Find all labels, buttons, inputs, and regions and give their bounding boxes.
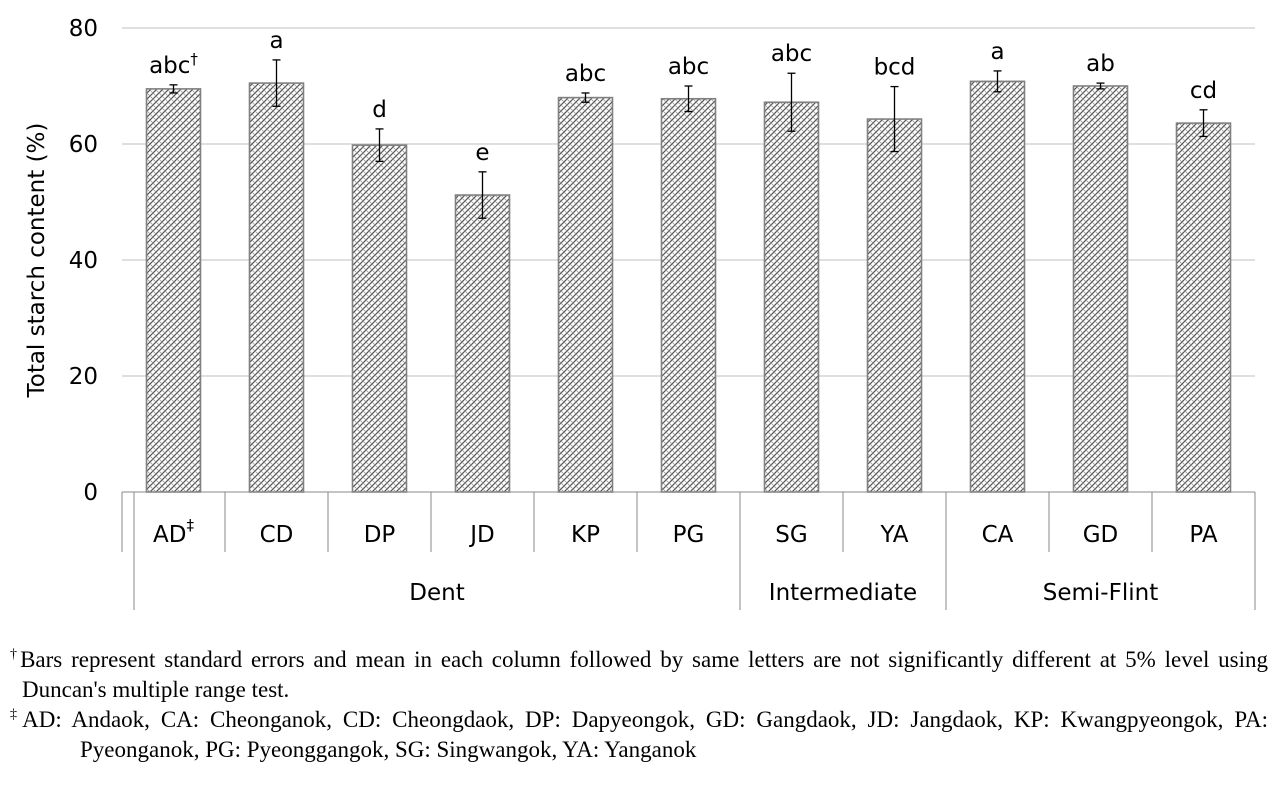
- footnote-2: ‡AD: Andaok, CA: Cheonganok, CD: Cheongd…: [10, 705, 1268, 765]
- bar-DP: [351, 144, 408, 493]
- double-dagger-mark: ‡: [10, 707, 23, 722]
- significance-label: a: [990, 39, 1004, 65]
- category-label: CD: [260, 522, 294, 548]
- bar-KP: [557, 96, 614, 493]
- footnote-1-text: Bars represent standard errors and mean …: [20, 647, 1269, 702]
- category-label: DP: [364, 522, 396, 548]
- significance-label: a: [269, 28, 283, 54]
- significance-label: ab: [1086, 51, 1115, 77]
- bar-SG: [763, 101, 820, 493]
- significance-label: bcd: [874, 55, 916, 81]
- y-axis-title: Total starch content (%): [24, 123, 50, 399]
- bar-GD: [1072, 85, 1129, 493]
- significance-label: abc: [771, 41, 812, 67]
- category-label: KP: [571, 522, 600, 548]
- footnote-2-text: AD: Andaok, CA: Cheonganok, CD: Cheongda…: [22, 707, 1268, 762]
- y-tick-label: 20: [69, 364, 98, 390]
- y-tick-label: 60: [69, 132, 98, 158]
- bar-PA: [1175, 122, 1232, 493]
- y-tick-label: 0: [83, 480, 98, 506]
- significance-label: abc: [565, 61, 606, 87]
- group-label: Semi-Flint: [1043, 580, 1158, 606]
- significance-label: abc†: [149, 50, 198, 79]
- category-label: GD: [1083, 522, 1119, 548]
- y-tick-label: 80: [69, 16, 98, 42]
- category-label: PA: [1189, 522, 1217, 548]
- footnotes: †Bars represent standard errors and mean…: [10, 645, 1268, 765]
- bars: abc† a d e abc abc abc bcd a ab cd: [145, 28, 1232, 493]
- footnote-1: †Bars represent standard errors and mean…: [10, 645, 1268, 705]
- significance-label: d: [372, 97, 387, 123]
- bar-JD: [454, 194, 511, 493]
- group-label: Intermediate: [769, 580, 917, 606]
- group-label: Dent: [409, 580, 464, 606]
- category-label: JD: [468, 522, 495, 548]
- category-label: YA: [880, 522, 909, 548]
- significance-label: cd: [1190, 78, 1217, 104]
- category-label: CA: [982, 522, 1014, 548]
- category-label: AD‡: [153, 516, 194, 548]
- bar-PG: [660, 97, 717, 493]
- category-label: PG: [673, 522, 705, 548]
- significance-label: abc: [668, 54, 709, 80]
- bar-YA: [866, 118, 923, 493]
- y-tick-label: 40: [69, 248, 98, 274]
- category-label: SG: [775, 522, 807, 548]
- bar-CA: [969, 80, 1026, 493]
- category-axis: AD‡ CD DP JD KP PG SG YA CA GD PA Dent Intermediate S…: [121, 491, 1256, 610]
- significance-label: e: [475, 140, 489, 166]
- bar-AD: [145, 88, 202, 493]
- dagger-mark: †: [10, 647, 21, 662]
- bar-CD: [248, 82, 305, 493]
- bar-chart: 0 20 40 60 80 abc† a d e abc abc abc bcd a ab cd AD‡ CD…: [24, 16, 1256, 610]
